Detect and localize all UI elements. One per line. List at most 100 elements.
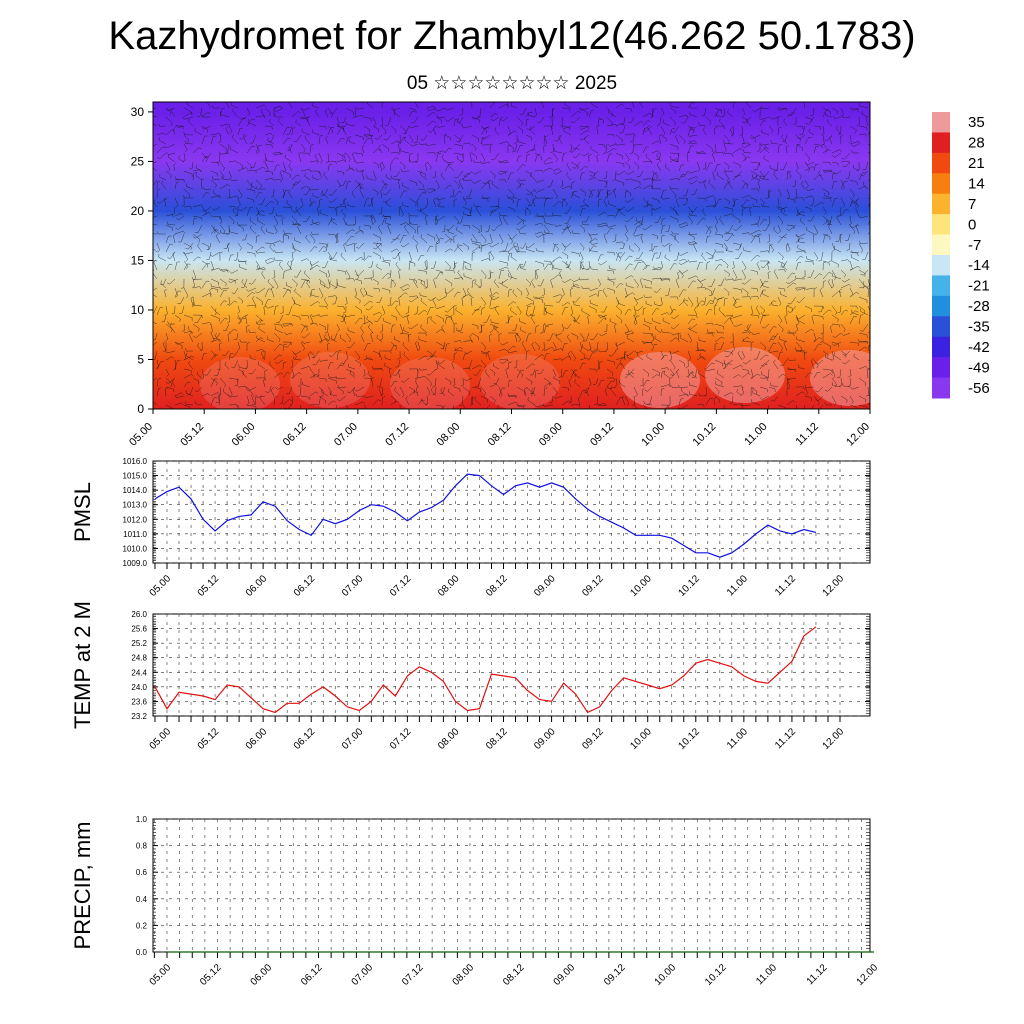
precip-x-tick-label: 06.12 bbox=[299, 962, 325, 988]
temp2m-x-tick-label: 05.12 bbox=[196, 726, 222, 752]
temp2m-y-tick-label: 23.6 bbox=[131, 697, 147, 706]
pmsl-x-tick-label: 07.00 bbox=[340, 573, 366, 599]
chart-title: Kazhydromet for Zhambyl12(46.262 50.1783… bbox=[108, 14, 916, 58]
heatmap-y-tick-label: 15 bbox=[131, 253, 145, 267]
pmsl-x-tick-label: 08.12 bbox=[484, 573, 510, 599]
heatmap-x-tick-label: 10.00 bbox=[639, 421, 667, 449]
temp2m-x-tick-label: 10.00 bbox=[628, 726, 654, 752]
precip-x-tick-label: 11.12 bbox=[805, 962, 830, 987]
heatmap-warm-region bbox=[705, 347, 785, 403]
colorbar-swatch bbox=[932, 336, 950, 358]
pmsl-x-tick-label: 06.12 bbox=[292, 573, 318, 599]
temp2m-frame bbox=[152, 613, 871, 717]
colorbar-swatch bbox=[932, 377, 950, 399]
colorbar-label: -35 bbox=[968, 319, 990, 336]
colorbar-swatch bbox=[932, 316, 950, 338]
heatmap-warm-region bbox=[290, 352, 370, 408]
heatmap-y-tick-label: 20 bbox=[131, 204, 145, 218]
colorbar-swatch bbox=[932, 295, 950, 317]
colorbar-label: -7 bbox=[968, 237, 981, 254]
heatmap-x-tick-label: 05.00 bbox=[127, 421, 155, 449]
colorbar-label: -21 bbox=[968, 278, 990, 295]
colorbar-swatch bbox=[932, 275, 950, 297]
heatmap-x-tick-label: 08.12 bbox=[486, 421, 514, 449]
colorbar-legend: 35 28 21 14 7 0 -7 -14 -21 -28 -35 -42 -49 -56 bbox=[932, 112, 990, 399]
temp2m-y-tick-label: 24.4 bbox=[131, 668, 147, 677]
precip-y-axis-title: PRECIP, mm bbox=[70, 822, 95, 950]
temp2m-y-tick-label: 24.0 bbox=[131, 683, 147, 692]
precip-x-tick-label: 06.00 bbox=[249, 962, 275, 988]
pmsl-panel: 1009.0 1010.0 1011.0 1012.0 1013.0 1014.0 1015… bbox=[70, 457, 871, 599]
colorbar-label: 14 bbox=[968, 176, 985, 193]
temp2m-y-tick-label: 24.8 bbox=[131, 654, 147, 663]
temp2m-y-tick-label: 25.2 bbox=[131, 639, 147, 648]
heatmap-y-tick-label: 10 bbox=[131, 303, 145, 317]
pmsl-x-tick-label: 09.12 bbox=[580, 573, 606, 599]
pmsl-y-tick-label: 1009.0 bbox=[123, 559, 148, 568]
heatmap-x-tick-label: 08.00 bbox=[434, 421, 462, 449]
precip-x-tick-label: 09.12 bbox=[602, 962, 628, 988]
temp2m-y-tick-label: 23.2 bbox=[131, 712, 147, 721]
temp2m-y-tick-label: 26.0 bbox=[131, 610, 147, 619]
chart-subtitle: 05 ☆☆☆☆☆☆☆☆ 2025 bbox=[406, 73, 618, 94]
heatmap-warm-region bbox=[390, 357, 470, 409]
pmsl-y-tick-label: 1010.0 bbox=[123, 544, 148, 553]
temp2m-x-tick-label: 07.00 bbox=[340, 726, 366, 752]
heatmap-x-tick-label: 07.00 bbox=[332, 421, 360, 449]
colorbar-label: 28 bbox=[968, 135, 985, 152]
precip-frame bbox=[152, 818, 871, 953]
precip-x-tick-label: 12.00 bbox=[855, 962, 881, 988]
precip-x-tick-label: 10.00 bbox=[653, 962, 679, 988]
pmsl-x-tick-label: 05.12 bbox=[196, 573, 222, 599]
temp2m-x-tick-label: 11.12 bbox=[773, 726, 798, 751]
colorbar-swatch bbox=[932, 173, 950, 195]
temp2m-panel: 23.2 23.6 24.0 24.4 24.8 25.2 25.6 26.0 05.00 05.… bbox=[70, 601, 871, 752]
precip-y-tick-label: 0.2 bbox=[136, 921, 148, 930]
temp2m-x-tick-label: 12.00 bbox=[821, 726, 847, 752]
heatmap-y-tick-label: 30 bbox=[131, 105, 145, 119]
precip-y-tick-label: 0.4 bbox=[136, 895, 148, 904]
pmsl-x-tick-label: 10.12 bbox=[676, 573, 702, 599]
colorbar-label: 35 bbox=[968, 114, 985, 131]
pmsl-frame bbox=[152, 460, 871, 564]
precip-x-tick-label: 11.00 bbox=[754, 962, 779, 987]
pmsl-x-tick-label: 12.00 bbox=[821, 573, 847, 599]
colorbar-label: 7 bbox=[968, 196, 976, 213]
pmsl-series-line bbox=[154, 473, 817, 558]
colorbar-label: -42 bbox=[968, 339, 990, 356]
precip-x-tick-label: 08.12 bbox=[501, 962, 527, 988]
temp2m-x-tick-label: 10.12 bbox=[676, 726, 702, 752]
heatmap-x-tick-label: 11.00 bbox=[742, 421, 769, 448]
precip-y-tick-label: 0.6 bbox=[136, 868, 148, 877]
precip-x-tick-label: 09.00 bbox=[552, 962, 578, 988]
pmsl-x-tick-label: 11.00 bbox=[725, 573, 750, 598]
pmsl-x-tick-label: 08.00 bbox=[436, 573, 462, 599]
heatmap-x-tick-label: 06.12 bbox=[281, 421, 309, 449]
temp2m-x-tick-label: 08.12 bbox=[484, 726, 510, 752]
pmsl-y-axis-title: PMSL bbox=[70, 482, 95, 542]
colorbar-label: 21 bbox=[968, 155, 985, 172]
heatmap-y-tick-label: 25 bbox=[131, 154, 145, 168]
pmsl-x-tick-label: 06.00 bbox=[244, 573, 270, 599]
pmsl-y-tick-label: 1012.0 bbox=[123, 515, 148, 524]
pmsl-y-tick-label: 1016.0 bbox=[123, 457, 148, 466]
colorbar-label: -14 bbox=[968, 257, 990, 274]
precip-x-tick-label: 10.12 bbox=[703, 962, 729, 988]
precip-panel: 0.0 0.2 0.4 0.6 0.8 1.0 05.00 05.12 06.00 06.12 07… bbox=[70, 815, 880, 988]
pmsl-y-tick-label: 1011.0 bbox=[123, 530, 147, 539]
temp2m-x-tick-label: 09.12 bbox=[580, 726, 606, 752]
temp2m-y-axis-title: TEMP at 2 M bbox=[70, 601, 95, 729]
temp2m-x-tick-label: 09.00 bbox=[532, 726, 558, 752]
heatmap-warm-region bbox=[480, 354, 560, 409]
temp2m-x-tick-label: 11.00 bbox=[725, 726, 750, 751]
colorbar-label: -28 bbox=[968, 298, 990, 315]
precip-y-tick-label: 0.8 bbox=[136, 842, 148, 851]
colorbar-swatch bbox=[932, 132, 950, 154]
pmsl-y-tick-label: 1014.0 bbox=[123, 486, 148, 495]
pmsl-x-tick-label: 09.00 bbox=[532, 573, 558, 599]
colorbar-label: 0 bbox=[968, 216, 976, 233]
temp2m-series-line bbox=[154, 626, 817, 714]
colorbar-label: -49 bbox=[968, 359, 990, 376]
heatmap-x-tick-label: 05.12 bbox=[178, 421, 206, 449]
